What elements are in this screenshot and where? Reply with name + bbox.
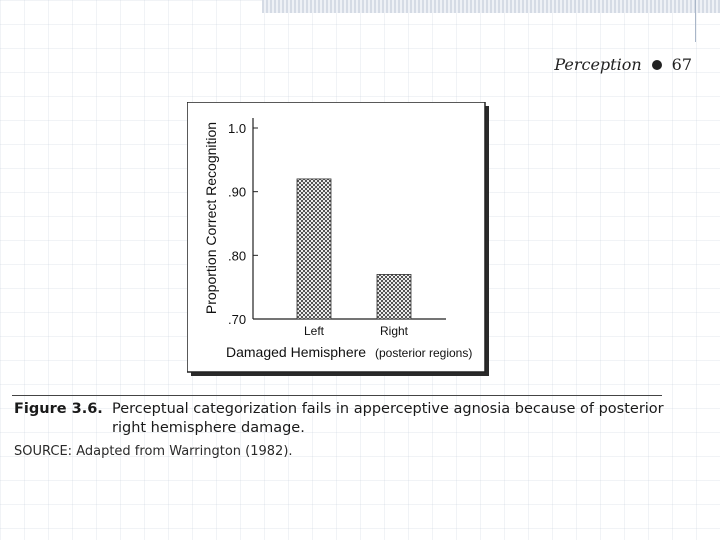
- x-axis-label-main: Damaged Hemisphere: [226, 344, 366, 360]
- chart-container: .70 .80 .90 1.0 Left Right Proportion Correc…: [186, 101, 489, 376]
- y-tick-label: 1.0: [228, 121, 246, 136]
- x-tick-labels: Left Right: [304, 324, 409, 338]
- bar-right: [376, 274, 412, 320]
- top-decorative-rule: [695, 0, 696, 42]
- figure-number: Figure 3.6.: [14, 401, 103, 417]
- y-tick-label: .80: [228, 248, 246, 263]
- bullet-dot-icon: [651, 59, 662, 70]
- y-ticks: .70 .80 .90 1.0: [228, 121, 258, 327]
- x-axis-label: Damaged Hemisphere (posterior regions): [226, 344, 472, 360]
- x-tick-label-left: Left: [304, 324, 325, 338]
- chapter-title: Perception: [554, 55, 642, 74]
- y-tick-label: .90: [228, 185, 246, 200]
- figure-source: SOURCE: Adapted from Warrington (1982).: [14, 444, 293, 459]
- y-tick-label: .70: [228, 312, 246, 327]
- chart-frame: [186, 101, 486, 373]
- top-decorative-band: [262, 0, 720, 13]
- bar-left: [296, 178, 332, 320]
- y-axis-label: Proportion Correct Recognition: [203, 122, 219, 314]
- bars: [296, 178, 412, 320]
- x-axis-label-note: (posterior regions): [375, 346, 472, 360]
- figure-divider: [12, 395, 662, 396]
- figure-caption-text: Perceptual categorization fails in apper…: [112, 401, 664, 436]
- page-number: 67: [671, 55, 692, 74]
- bar-chart: .70 .80 .90 1.0 Left Right Proportion Correc…: [186, 101, 489, 376]
- page-header: Perception 67: [554, 55, 692, 74]
- x-tick-label-right: Right: [380, 324, 409, 338]
